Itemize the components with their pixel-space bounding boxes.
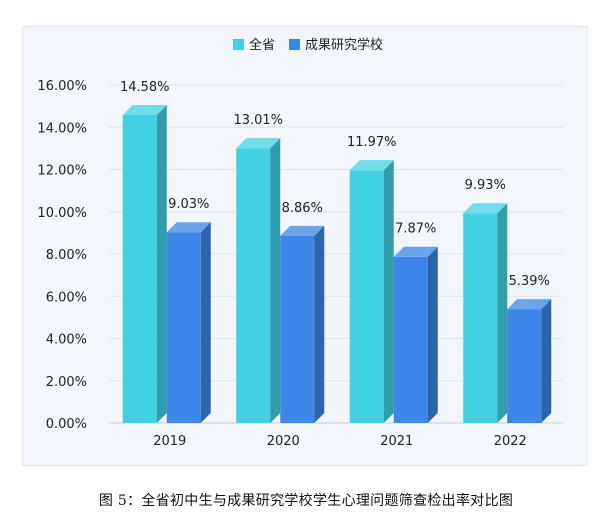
data-label: 9.93%: [465, 178, 506, 193]
y-tick-label: 12.00%: [37, 164, 87, 179]
bar-side: [427, 246, 438, 423]
data-labels: 14.58% 9.03% 13.01% 8.86% 11.97% 7.87% 9.93% 5.…: [120, 80, 550, 289]
data-label: 7.87%: [395, 222, 436, 237]
bar-top: [236, 138, 281, 149]
bar-top: [166, 222, 211, 233]
bar-top: [349, 160, 394, 171]
chart-frame: 0.00% 2.00% 4.00% 6.00% 8.00% 10.00% 12.00% 14.…: [22, 26, 588, 466]
y-tick-label: 0.00%: [46, 417, 87, 432]
bar: [507, 309, 542, 423]
x-axis: 2019 2020 2021 2022: [153, 434, 527, 449]
bar-side: [383, 160, 394, 424]
y-tick-label: 16.00%: [37, 79, 87, 94]
bar-top: [507, 299, 552, 310]
data-label: 11.97%: [347, 135, 397, 150]
bar: [393, 256, 428, 423]
bar-side: [497, 203, 508, 423]
y-axis: 0.00% 2.00% 4.00% 6.00% 8.00% 10.00% 12.00% 14.…: [37, 79, 563, 432]
y-tick-label: 10.00%: [37, 206, 87, 221]
x-tick-label: 2020: [267, 434, 300, 449]
data-label: 14.58%: [120, 80, 170, 95]
bar-top: [463, 203, 508, 214]
y-tick-label: 8.00%: [46, 248, 87, 263]
data-label: 8.86%: [282, 201, 323, 216]
x-tick-label: 2019: [153, 434, 186, 449]
bar: [166, 232, 201, 423]
bar-side: [270, 138, 281, 423]
bar-side: [200, 222, 211, 423]
bar-top: [393, 246, 438, 257]
bar: [122, 114, 157, 423]
y-tick-label: 6.00%: [46, 290, 87, 305]
bar: [463, 213, 498, 423]
data-label: 5.39%: [509, 274, 550, 289]
legend-label: 全省: [249, 37, 275, 53]
bar-side: [156, 104, 167, 423]
legend-swatch: [289, 39, 300, 50]
y-tick-label: 2.00%: [46, 375, 87, 390]
x-tick-label: 2021: [380, 434, 413, 449]
bar-side: [541, 299, 552, 423]
legend-label: 成果研究学校: [305, 37, 383, 53]
bar-chart: 0.00% 2.00% 4.00% 6.00% 8.00% 10.00% 12.00% 14.…: [37, 37, 563, 449]
data-label: 13.01%: [233, 113, 283, 128]
bar-top: [122, 104, 167, 115]
y-tick-label: 4.00%: [46, 333, 87, 348]
data-label: 9.03%: [168, 197, 209, 212]
x-tick-label: 2022: [494, 434, 527, 449]
bar: [236, 148, 271, 423]
figure-caption: 图 5：全省初中生与成果研究学校学生心理问题筛查检出率对比图: [98, 493, 514, 509]
legend: 全省 成果研究学校: [233, 37, 383, 53]
bar: [349, 170, 384, 423]
bars: [122, 104, 552, 424]
bar-side: [314, 225, 325, 423]
bar: [280, 235, 315, 423]
bar-top: [280, 225, 325, 236]
y-tick-label: 14.00%: [37, 121, 87, 136]
legend-swatch: [233, 39, 244, 50]
